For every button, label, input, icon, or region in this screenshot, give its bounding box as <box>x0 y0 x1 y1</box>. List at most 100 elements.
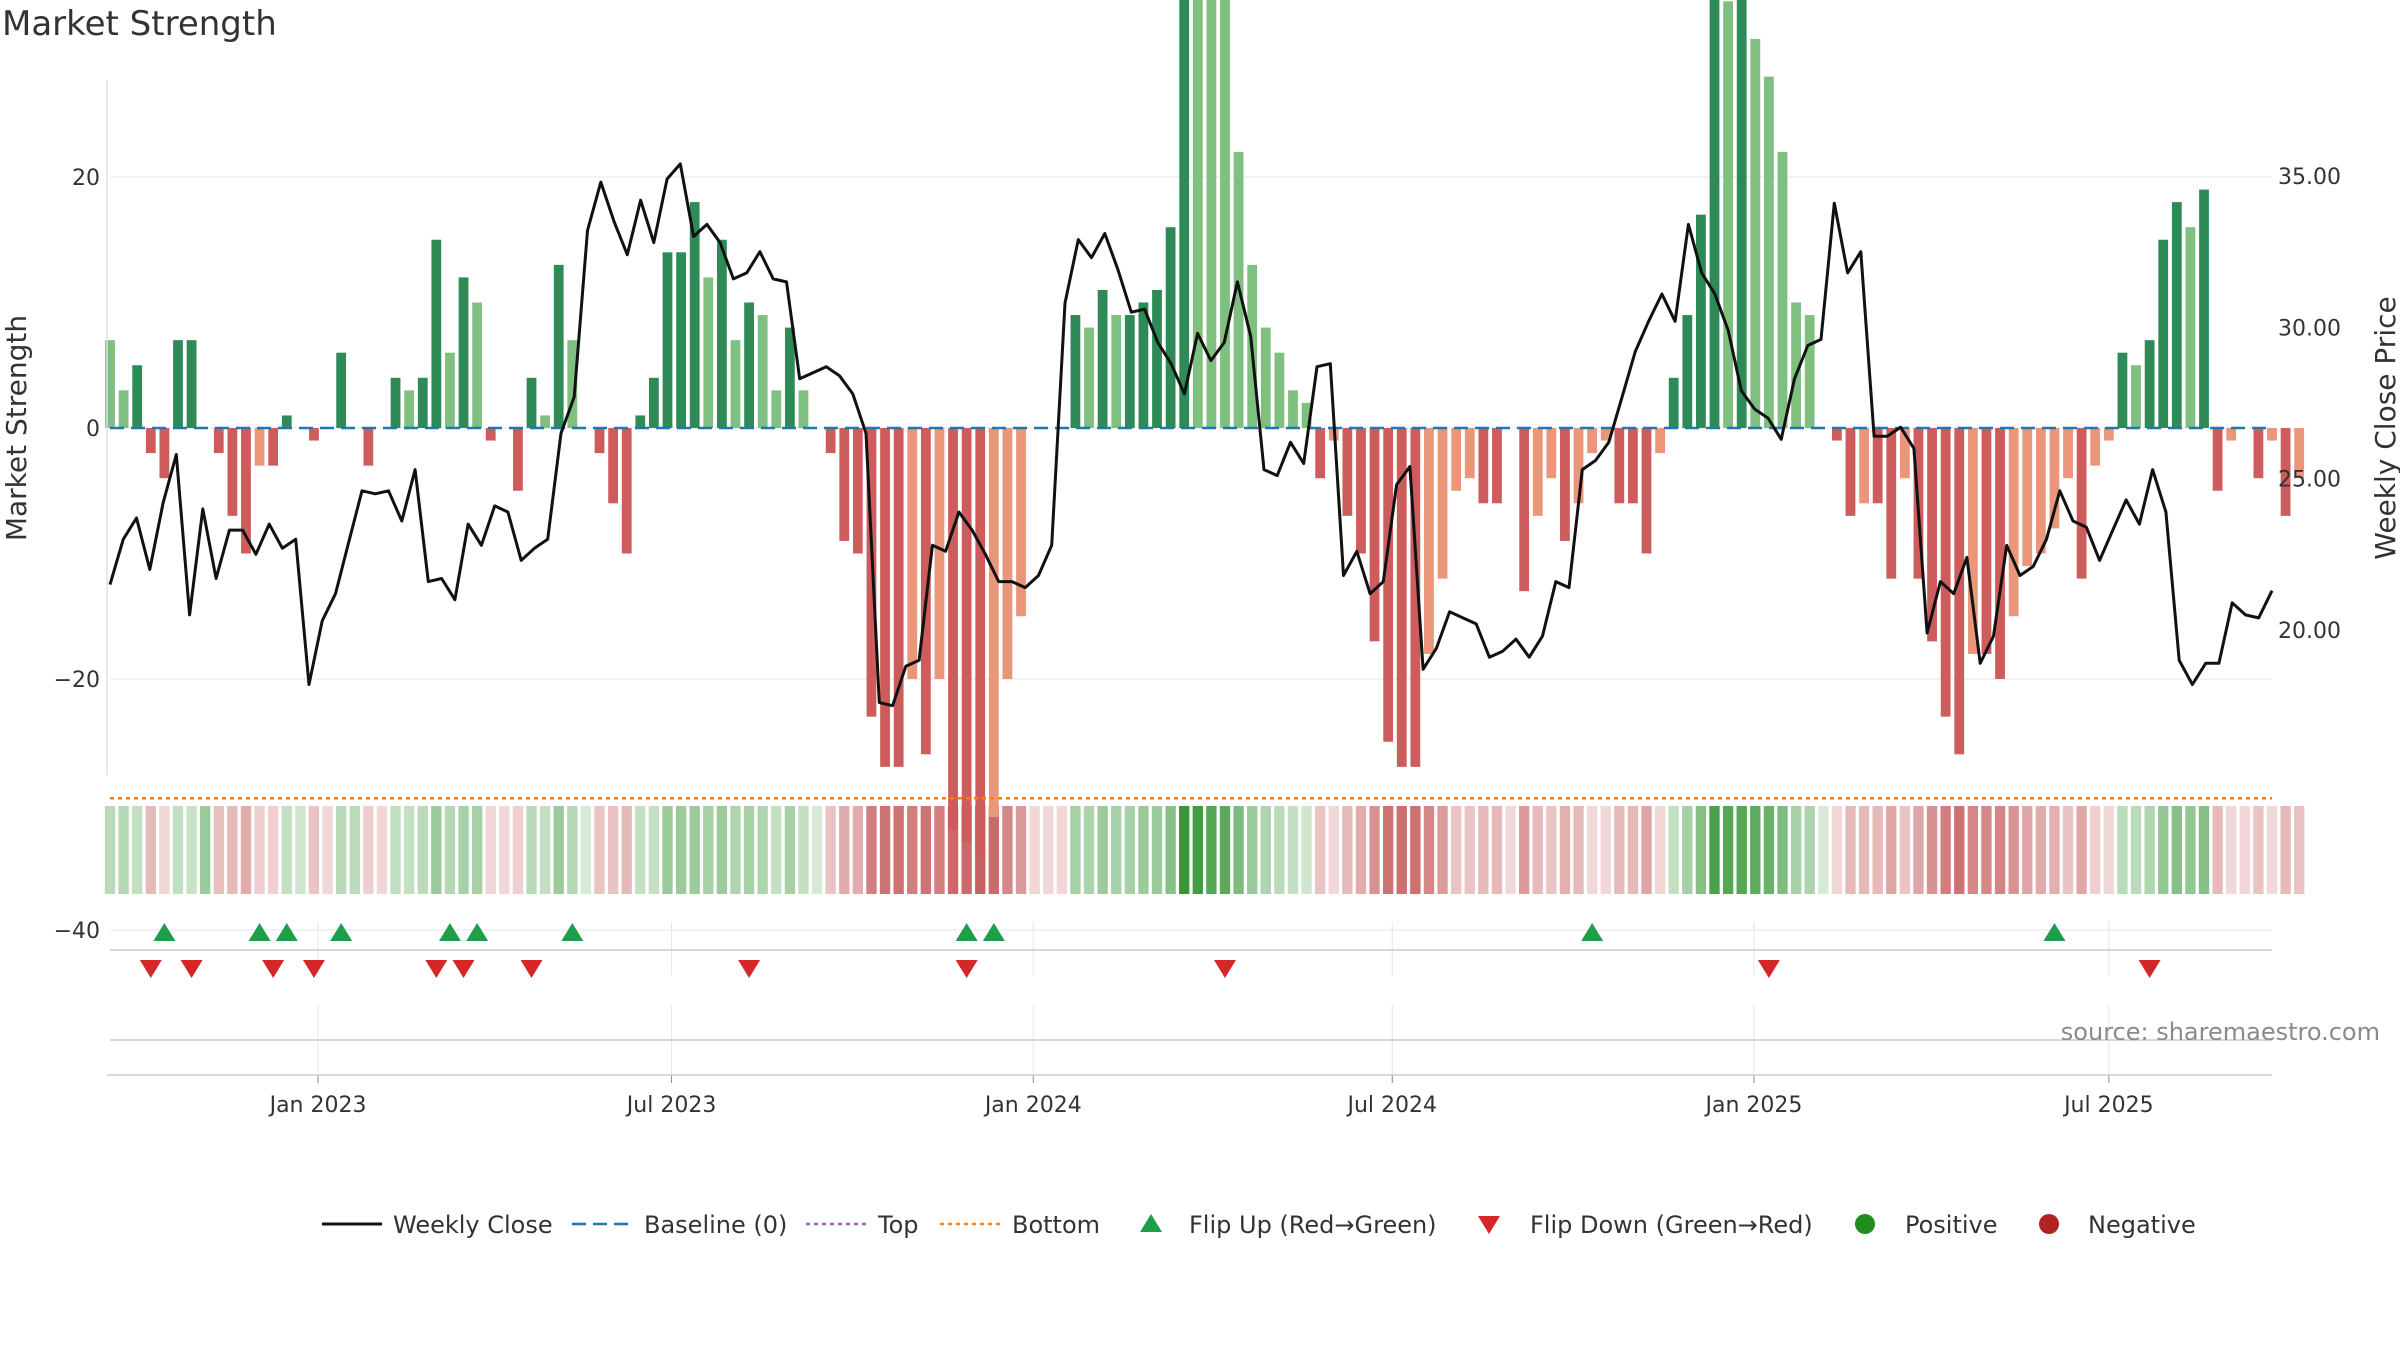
strength-bar <box>2144 340 2155 428</box>
legend-label: Negative <box>2088 1211 2196 1239</box>
strength-band-cell <box>1899 806 1911 894</box>
strength-band-cell <box>811 806 823 894</box>
strength-bar <box>309 428 319 441</box>
strength-bar <box>1696 214 1706 428</box>
strength-bar <box>1954 428 1965 755</box>
strength-band-cell <box>2144 806 2155 894</box>
flip-up-marker <box>248 923 271 941</box>
strength-bar <box>2212 428 2223 491</box>
strength-band-cell <box>1573 806 1584 894</box>
strength-band-cell <box>1518 806 1530 894</box>
strength-bar <box>1478 428 1489 504</box>
strength-bar <box>703 277 714 428</box>
strength-bar <box>635 415 646 428</box>
strength-band-cell <box>730 806 741 894</box>
strength-band-cell <box>1043 806 1054 894</box>
strength-bar <box>1682 315 1693 428</box>
strength-bar <box>431 239 442 428</box>
flip-down-marker <box>425 960 448 978</box>
strength-bar <box>621 428 632 554</box>
strength-band-cell <box>1029 806 1040 894</box>
strength-bar <box>1437 428 1448 579</box>
flip-up-marker <box>982 923 1005 941</box>
strength-bar <box>417 377 428 428</box>
legend-flip-down-icon <box>1478 1216 1500 1234</box>
strength-bar <box>2226 428 2237 441</box>
legend-label: Baseline (0) <box>644 1211 787 1239</box>
legend-negative-icon <box>2039 1214 2059 1234</box>
strength-band-cell <box>1668 806 1679 894</box>
strength-band-cell <box>1342 806 1353 894</box>
strength-band-cell <box>2294 806 2305 894</box>
strength-bar <box>1016 428 1026 617</box>
strength-band-cell <box>2076 806 2087 894</box>
strength-band-cell <box>172 806 184 894</box>
strength-bar <box>975 428 986 855</box>
strength-band-cell <box>526 806 537 894</box>
strength-band-cell <box>757 806 768 894</box>
strength-band-cell <box>1138 806 1149 894</box>
strength-bar <box>1274 352 1285 428</box>
strength-bar <box>1410 428 1421 767</box>
strength-bar <box>213 428 224 454</box>
strength-bar <box>1886 428 1897 579</box>
strength-band-cell <box>485 806 496 894</box>
strength-band-cell <box>825 806 836 894</box>
strength-band-cell <box>1260 806 1271 894</box>
strength-bar <box>1927 428 1937 642</box>
strength-band-cell <box>635 806 646 894</box>
strength-bar <box>1424 428 1434 654</box>
left-tick-label: 20 <box>72 166 100 191</box>
strength-bar <box>757 315 768 428</box>
strength-band-cell <box>1654 806 1666 894</box>
flip-up-marker <box>330 923 353 941</box>
strength-band-cell <box>1505 806 1516 894</box>
strength-bar <box>1587 428 1598 454</box>
legend-label: Flip Down (Green→Red) <box>1530 1211 1813 1239</box>
strength-band-cell <box>1437 806 1448 894</box>
strength-band-cell <box>1818 806 1829 894</box>
strength-band-cell <box>1532 806 1543 894</box>
strength-band-cell <box>281 806 292 894</box>
strength-band-cell <box>1709 806 1720 894</box>
legend-label: Positive <box>1905 1211 1998 1239</box>
strength-bar <box>1152 289 1162 428</box>
strength-band-cell <box>1763 806 1775 894</box>
strength-band-cell <box>1192 806 1203 894</box>
left-tick-label: 0 <box>86 417 100 442</box>
strength-band-cell <box>1954 806 1965 894</box>
strength-band-cell <box>1750 806 1761 894</box>
strength-band-cell <box>431 806 442 894</box>
strength-band-cell <box>1600 806 1611 894</box>
strength-bar <box>2117 352 2128 428</box>
flip-up-marker <box>153 923 176 941</box>
strength-bar <box>268 428 279 466</box>
strength-band-cell <box>621 806 632 894</box>
strength-band-cell <box>934 806 945 894</box>
strength-band-cell <box>771 806 782 894</box>
strength-band-cell <box>1736 806 1747 894</box>
strength-band-cell <box>1872 806 1883 894</box>
strength-band-cell <box>471 806 483 894</box>
strength-band-cell <box>1491 806 1503 894</box>
strength-band-cell <box>2062 806 2074 894</box>
strength-band-cell <box>1831 806 1843 894</box>
legend-label: Flip Up (Red→Green) <box>1189 1211 1437 1239</box>
strength-band-cell <box>1845 806 1856 894</box>
strength-band-cell <box>1695 806 1707 894</box>
strength-band-cell <box>1151 806 1163 894</box>
strength-bar <box>1668 377 1679 428</box>
flip-down-marker <box>262 960 285 978</box>
strength-band-cell <box>1586 806 1598 894</box>
strength-band-cell <box>308 806 320 894</box>
strength-bar <box>2280 428 2291 516</box>
strength-band-cell <box>2022 806 2033 894</box>
strength-band-cell <box>349 806 360 894</box>
strength-band-cell <box>1070 806 1081 894</box>
flip-down-marker <box>302 960 325 978</box>
strength-bar <box>2049 428 2060 529</box>
strength-bar <box>2035 428 2046 554</box>
strength-bar <box>2076 428 2087 579</box>
strength-bar <box>1940 428 1951 717</box>
strength-band-cell <box>1913 806 1924 894</box>
